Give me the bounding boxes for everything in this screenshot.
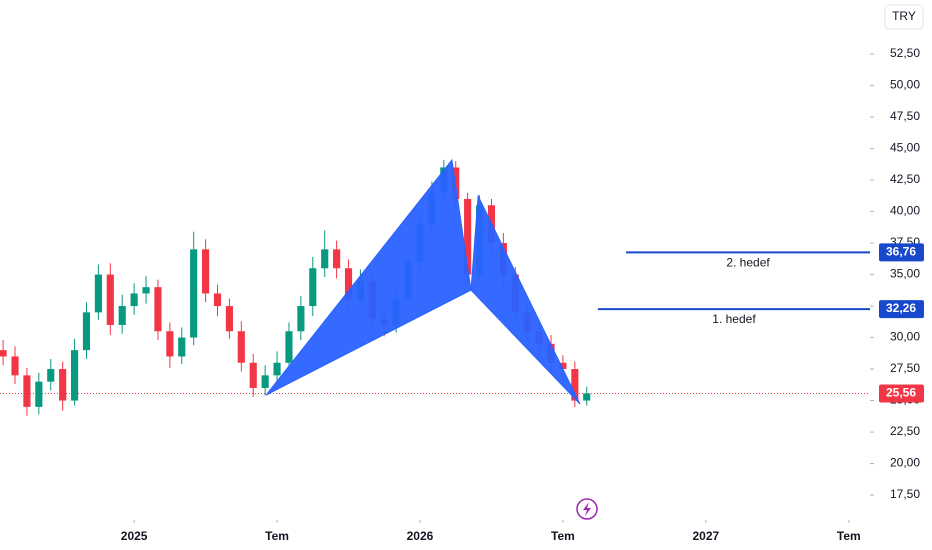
target-label: 2. hedef [726,256,770,270]
icon-bolt [583,502,591,516]
y-tick-label: 27,50 [890,361,920,375]
last-price-tag [879,384,924,403]
candle-body [464,198,472,275]
y-tick-label: 40,00 [890,204,920,218]
candle-body [333,249,341,269]
candle-body [225,306,233,332]
candle-body [559,362,567,370]
candle-body [23,375,31,407]
y-tick-label: 20,00 [890,456,920,470]
candle-body [82,312,91,351]
currency-box[interactable] [884,4,924,30]
candle-body [106,274,114,325]
candle-body [94,274,102,313]
x-tick-label: Tem [265,529,289,543]
x-tick-label: 2027 [693,529,720,543]
y-tick-label: 42,50 [890,172,920,186]
y-tick-label: 47,50 [890,109,920,123]
candle-body [285,331,293,363]
y-tick-label: 45,00 [890,141,920,155]
candle-body [237,331,245,363]
candle-body [47,369,55,382]
candle-body [142,287,150,294]
candle-body [249,362,257,388]
candle-body [70,350,79,401]
y-tick-label: 22,50 [890,424,920,438]
candle-body [213,293,222,307]
candle-body [202,249,210,294]
x-tick-label: 2026 [407,529,434,543]
pattern-triangle [265,158,472,396]
candle-body [166,331,174,357]
candle-body [309,268,317,307]
candle-body [583,393,591,401]
candle-body [154,287,162,332]
candle-body [261,375,269,388]
candle-body [273,362,281,376]
x-tick-label: Tem [551,529,575,543]
currency: TRY [892,9,916,23]
x-tick-label: Tem [837,529,861,543]
y-tick-label: 30,00 [890,330,920,344]
target-label: 1. hedef [712,312,756,326]
plot-area [0,158,870,416]
price-tag [879,300,924,319]
last-price-label: 25,56 [886,386,916,400]
candle-body [321,249,329,269]
candle-body [571,369,579,401]
candle-body [130,293,138,307]
candle-body [178,337,186,357]
x-tick-label: 2025 [121,529,148,543]
y-tick-label: 50,00 [890,78,920,92]
y-tick-label: 35,00 [890,267,920,281]
candle-body [344,268,353,300]
price-tag-label: 36,76 [886,245,916,259]
y-tick-label: 52,50 [890,46,920,60]
lightning-icon[interactable] [576,498,598,520]
candle-body [59,369,67,401]
candle-body [297,306,305,332]
candle-body [118,306,126,325]
y-tick-label: 17,50 [890,487,920,501]
pattern-triangle [470,194,581,405]
candle-body [190,249,198,338]
candle-body [35,381,43,407]
candle-body [0,350,7,357]
candle-body [11,356,19,376]
price-tag-label: 32,26 [886,301,916,315]
price-tag [879,243,924,262]
